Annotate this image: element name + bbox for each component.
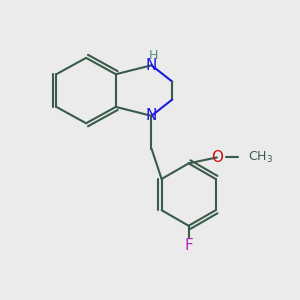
Text: H: H — [149, 49, 159, 62]
Text: O: O — [211, 150, 223, 165]
Text: F: F — [184, 238, 193, 253]
Text: N: N — [146, 58, 157, 73]
Text: N: N — [146, 108, 157, 123]
Text: CH$_3$: CH$_3$ — [248, 150, 273, 165]
